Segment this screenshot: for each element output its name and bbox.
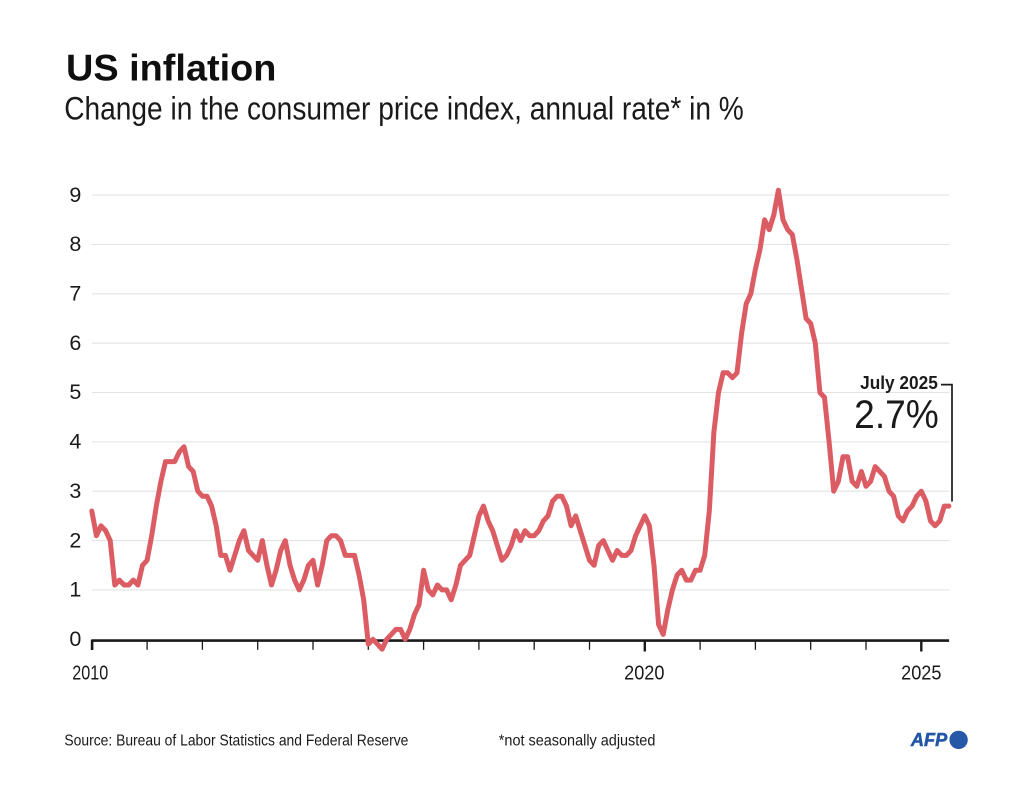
svg-text:2020: 2020 (624, 663, 664, 685)
svg-text:Source: Bureau of Labor Statis: Source: Bureau of Labor Statistics and F… (64, 733, 408, 750)
svg-text:2.7%: 2.7% (854, 393, 939, 437)
svg-text:8: 8 (69, 232, 81, 256)
svg-text:Change in the consumer price i: Change in the consumer price index, annu… (64, 90, 744, 126)
svg-text:2: 2 (69, 528, 81, 552)
svg-text:7: 7 (69, 282, 81, 306)
svg-text:3: 3 (69, 479, 81, 503)
svg-text:6: 6 (69, 331, 81, 355)
svg-text:July 2025: July 2025 (860, 372, 938, 393)
svg-text:2010: 2010 (72, 662, 108, 684)
svg-text:5: 5 (69, 380, 81, 404)
svg-text:9: 9 (69, 183, 81, 207)
svg-text:AFP: AFP (910, 729, 948, 750)
svg-text:4: 4 (69, 430, 81, 454)
svg-text:1: 1 (69, 578, 81, 602)
svg-text:2025: 2025 (901, 663, 941, 685)
svg-text:US inflation: US inflation (66, 47, 276, 88)
svg-text:0: 0 (69, 627, 81, 651)
svg-text:*not seasonally adjusted: *not seasonally adjusted (499, 732, 656, 750)
